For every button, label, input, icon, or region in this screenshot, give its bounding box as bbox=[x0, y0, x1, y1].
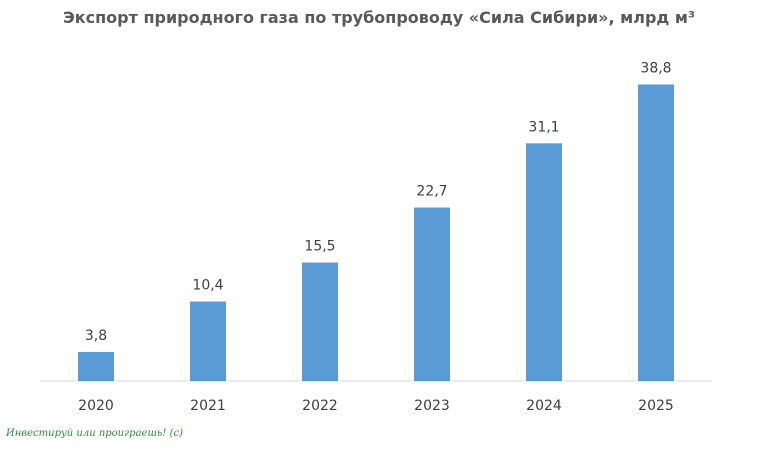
x-tick-2022: 2022 bbox=[302, 398, 338, 414]
data-label-2021: 10,4 bbox=[192, 278, 223, 294]
bar-2025 bbox=[638, 84, 674, 381]
x-tick-2021: 2021 bbox=[190, 398, 226, 414]
x-tick-2023: 2023 bbox=[414, 398, 450, 414]
bar-2023 bbox=[414, 207, 450, 381]
x-tick-2025: 2025 bbox=[638, 398, 674, 414]
bar-2024 bbox=[526, 143, 562, 381]
chart-title: Экспорт природного газа по трубопроводу … bbox=[63, 8, 695, 27]
watermark-text: Инвестируй или проиграешь! (с) bbox=[6, 428, 183, 439]
bar-2022 bbox=[302, 262, 338, 381]
data-label-2025: 38,8 bbox=[640, 60, 671, 76]
data-label-2024: 31,1 bbox=[528, 119, 559, 135]
bar-2021 bbox=[190, 301, 226, 381]
data-label-2020: 3,8 bbox=[85, 328, 107, 344]
x-tick-2020: 2020 bbox=[78, 398, 114, 414]
x-tick-2024: 2024 bbox=[526, 398, 562, 414]
data-label-2023: 22,7 bbox=[416, 184, 447, 200]
data-label-2022: 15,5 bbox=[304, 239, 335, 255]
bar-2020 bbox=[78, 351, 114, 381]
